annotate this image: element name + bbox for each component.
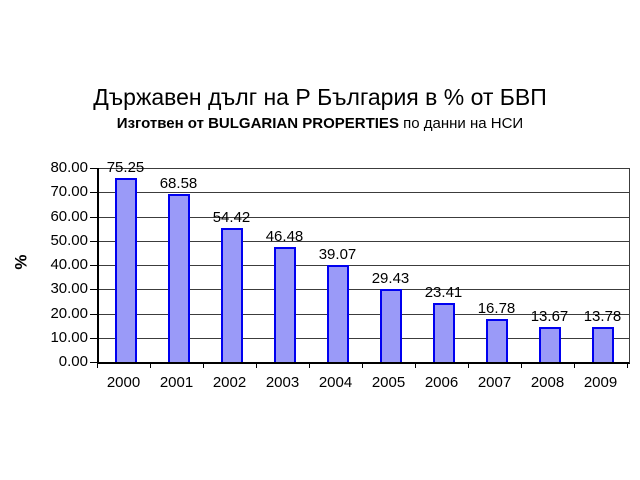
- bar-value-label: 46.48: [265, 228, 304, 246]
- x-tick-label: 2005: [371, 374, 406, 391]
- bar: [538, 326, 561, 362]
- x-tick-label: 2007: [477, 374, 512, 391]
- x-tick: [627, 364, 628, 368]
- y-tick-label: 70.00: [50, 183, 88, 201]
- x-tick: [362, 364, 363, 368]
- y-tick-label: 30.00: [50, 280, 88, 298]
- bar: [432, 303, 455, 362]
- x-tick: [97, 364, 98, 368]
- bar-value-label: 16.78: [477, 300, 516, 318]
- y-tick-label: 10.00: [50, 328, 88, 346]
- bar-series: 75.25 68.58 54.42 46.48 39.07 29.43 23.41 16.78…: [99, 159, 629, 362]
- subtitle-author: Изготвен от BULGARIAN PROPERTIES: [116, 115, 399, 132]
- y-tick-label: 20.00: [50, 304, 88, 322]
- plot-area: 75.25 68.58 54.42 46.48 39.07 29.43 23.41 16.78…: [97, 159, 630, 364]
- x-tick: [256, 364, 257, 368]
- bar-group: 68.58: [152, 175, 205, 362]
- gridline: [99, 168, 629, 169]
- bar-group: 75.25: [99, 159, 152, 362]
- gridline: [99, 216, 629, 218]
- subtitle-source: по данни на НСИ: [398, 115, 524, 132]
- x-tick: [521, 364, 522, 368]
- x-tick: [415, 364, 416, 368]
- y-tick-label: 0.00: [58, 353, 88, 370]
- y-tick: [90, 216, 97, 218]
- bar-value-label: 68.58: [159, 174, 198, 192]
- x-tick-label: 2009: [583, 374, 618, 391]
- bar: [273, 247, 296, 362]
- bar-group: 16.78: [470, 300, 523, 362]
- x-tick: [574, 364, 575, 368]
- y-tick: [90, 337, 97, 339]
- y-tick: [90, 240, 97, 242]
- y-tick: [90, 265, 97, 266]
- bar-group: 13.78: [576, 308, 629, 362]
- y-tick-label: 60.00: [50, 207, 88, 225]
- y-tick-label: 40.00: [50, 256, 88, 273]
- y-tick: [90, 313, 97, 315]
- gridline: [99, 192, 629, 194]
- y-tick: [90, 289, 97, 291]
- bar-value-label: 75.25: [106, 158, 145, 176]
- bar: [591, 326, 614, 362]
- bar: [485, 319, 508, 362]
- y-tick-label: 50.00: [50, 231, 88, 249]
- y-tick-label: 80.00: [50, 159, 88, 176]
- gridline: [99, 289, 629, 291]
- x-tick-label: 2004: [318, 374, 353, 391]
- bar: [326, 265, 349, 362]
- bar-group: 29.43: [364, 270, 417, 362]
- bar-group: 23.41: [417, 284, 470, 362]
- x-tick-label: 2003: [265, 374, 300, 391]
- x-tick-label: 2000: [106, 374, 141, 391]
- bar: [220, 228, 243, 362]
- bar-group: 46.48: [258, 228, 311, 362]
- x-tick-label: 2001: [159, 374, 194, 391]
- y-tick: [90, 362, 97, 363]
- x-tick: [468, 364, 469, 368]
- bar-group: 54.42: [205, 209, 258, 362]
- bar-group: 13.67: [523, 308, 576, 362]
- bar-value-label: 39.07: [318, 246, 357, 264]
- bar: [379, 288, 402, 362]
- gridline: [99, 265, 629, 266]
- bar-value-label: 23.41: [424, 284, 463, 302]
- bar-value-label: 29.43: [371, 269, 410, 287]
- gridline: [99, 240, 629, 242]
- x-tick: [309, 364, 310, 368]
- gridline: [99, 313, 629, 315]
- x-tick-label: 2006: [424, 374, 459, 391]
- chart-title: Държавен дълг на Р България в % от БВП: [93, 84, 547, 110]
- x-tick: [203, 364, 204, 368]
- x-tick: [150, 364, 151, 368]
- bar-value-label: 54.42: [212, 209, 251, 227]
- bar-value-label: 13.67: [530, 307, 569, 325]
- y-tick: [90, 192, 97, 194]
- chart-subtitle: Изготвен от BULGARIAN PROPERTIES по данн…: [0, 115, 640, 133]
- x-tick-label: 2008: [530, 374, 565, 391]
- y-tick: [90, 168, 97, 169]
- x-axis-labels: 2000 2001 2002 2003 2004 2005 2006 2007 2008 2009: [97, 374, 627, 392]
- x-tick-label: 2002: [212, 374, 247, 391]
- gridline: [99, 337, 629, 339]
- bar-value-label: 13.78: [583, 307, 622, 325]
- bar: [114, 177, 137, 362]
- bar-group: 39.07: [311, 246, 364, 362]
- y-axis-label: %: [11, 254, 31, 270]
- bar: [167, 193, 190, 362]
